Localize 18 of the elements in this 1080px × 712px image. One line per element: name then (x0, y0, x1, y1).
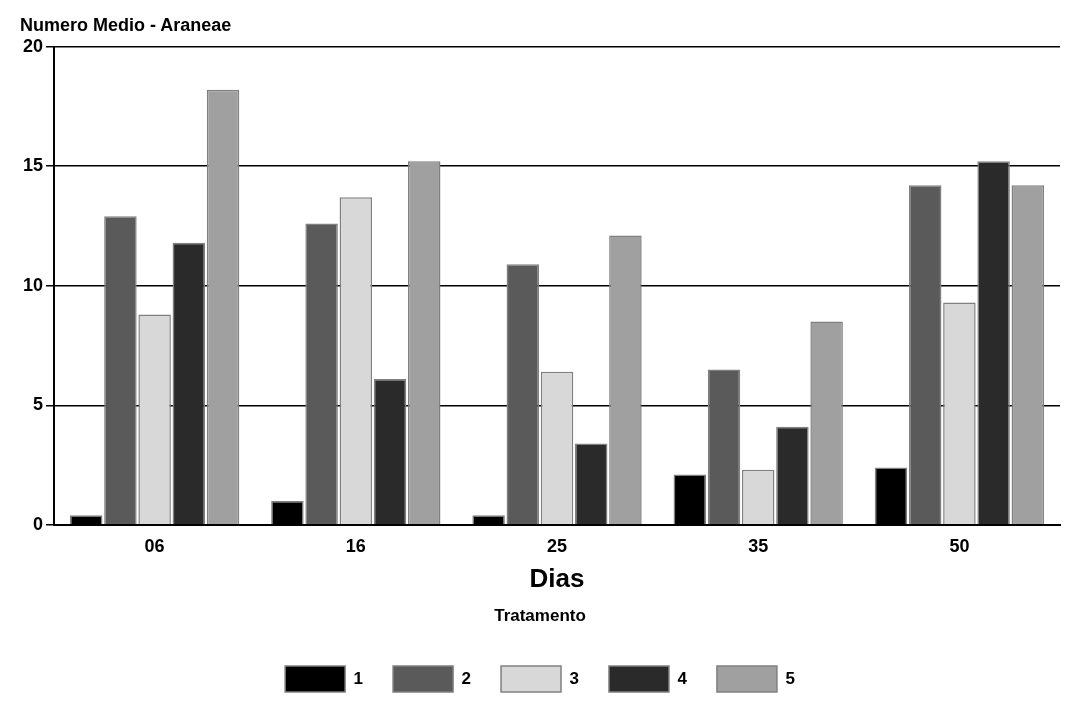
legend-label: 5 (785, 668, 795, 688)
x-tick-label: 06 (144, 535, 165, 556)
x-axis-title: Dias (529, 563, 585, 594)
y-tick-label: 15 (22, 155, 44, 176)
y-tick-label: 10 (22, 274, 44, 295)
y-tick-label: 0 (33, 513, 44, 534)
legend-label: 4 (677, 668, 688, 688)
legend-label: 1 (353, 668, 364, 688)
x-tick-label: 25 (547, 535, 568, 556)
x-tick-label: 50 (949, 535, 970, 556)
legend-title: Tratamento (494, 605, 586, 625)
y-tick-label: 20 (22, 35, 44, 56)
legend-label: 3 (569, 668, 579, 688)
chart-title: Numero Medio - Araneae (20, 14, 232, 35)
x-tick-label: 16 (345, 535, 366, 556)
legend-label: 2 (461, 668, 472, 688)
x-tick-label: 35 (748, 535, 769, 556)
y-tick-label: 5 (33, 394, 44, 415)
